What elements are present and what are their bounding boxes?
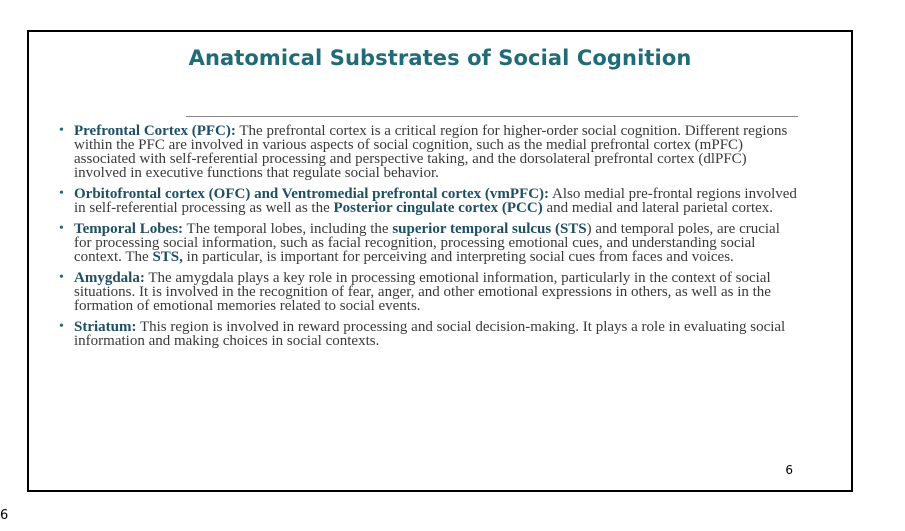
bullet-dot-icon: • bbox=[59, 221, 64, 236]
bullet-emphasis: Posterior cingulate cortex (PCC) bbox=[333, 200, 543, 216]
bullet-text: ) and temporal poles, are crucial for pr… bbox=[74, 221, 780, 265]
bullet-dot-icon: • bbox=[59, 123, 64, 138]
bullet-striatum: • Striatum: This region is involved in r… bbox=[59, 319, 799, 349]
bullet-heading: Amygdala: bbox=[74, 270, 145, 286]
bullet-dot-icon: • bbox=[59, 186, 64, 201]
bullet-emphasis: superior temporal sulcus (STS bbox=[392, 221, 587, 237]
bullet-heading: Prefrontal Cortex (PFC): bbox=[74, 123, 236, 139]
bullet-emphasis: STS, bbox=[152, 249, 183, 265]
footer-page-label: 6 bbox=[0, 508, 9, 523]
bullet-pfc: • Prefrontal Cortex (PFC): The prefronta… bbox=[59, 123, 799, 181]
slide-page-number: 6 bbox=[785, 463, 793, 477]
bullet-heading: Orbitofrontal cortex (OFC) and Ventromed… bbox=[74, 186, 550, 202]
bullet-text: The amygdala plays a key role in process… bbox=[74, 270, 771, 314]
bullet-heading: Striatum: bbox=[74, 319, 137, 335]
bullet-text: The prefrontal cortex is a critical regi… bbox=[74, 123, 788, 181]
bullet-dot-icon: • bbox=[59, 319, 64, 334]
bullet-text: The temporal lobes, including the bbox=[183, 221, 393, 237]
slide: Anatomical Substrates of Social Cognitio… bbox=[27, 30, 853, 492]
bullet-ofc: • Orbitofrontal cortex (OFC) and Ventrom… bbox=[59, 186, 799, 216]
bullet-amygdala: • Amygdala: The amygdala plays a key rol… bbox=[59, 270, 799, 314]
bullet-text: in particular, is important for perceivi… bbox=[182, 249, 734, 265]
bullet-list: • Prefrontal Cortex (PFC): The prefronta… bbox=[59, 124, 799, 355]
bullet-text: This region is involved in reward proces… bbox=[74, 319, 786, 349]
title-divider bbox=[186, 116, 798, 117]
bullet-dot-icon: • bbox=[59, 270, 64, 285]
bullet-text: Also medial pre-frontal regions involved… bbox=[74, 186, 797, 216]
slide-title: Anatomical Substrates of Social Cognitio… bbox=[188, 46, 692, 70]
bullet-heading: Temporal Lobes: bbox=[74, 221, 184, 237]
bullet-text: and medial and lateral parietal cortex. bbox=[542, 200, 774, 216]
bullet-temporal: • Temporal Lobes: The temporal lobes, in… bbox=[59, 221, 799, 265]
